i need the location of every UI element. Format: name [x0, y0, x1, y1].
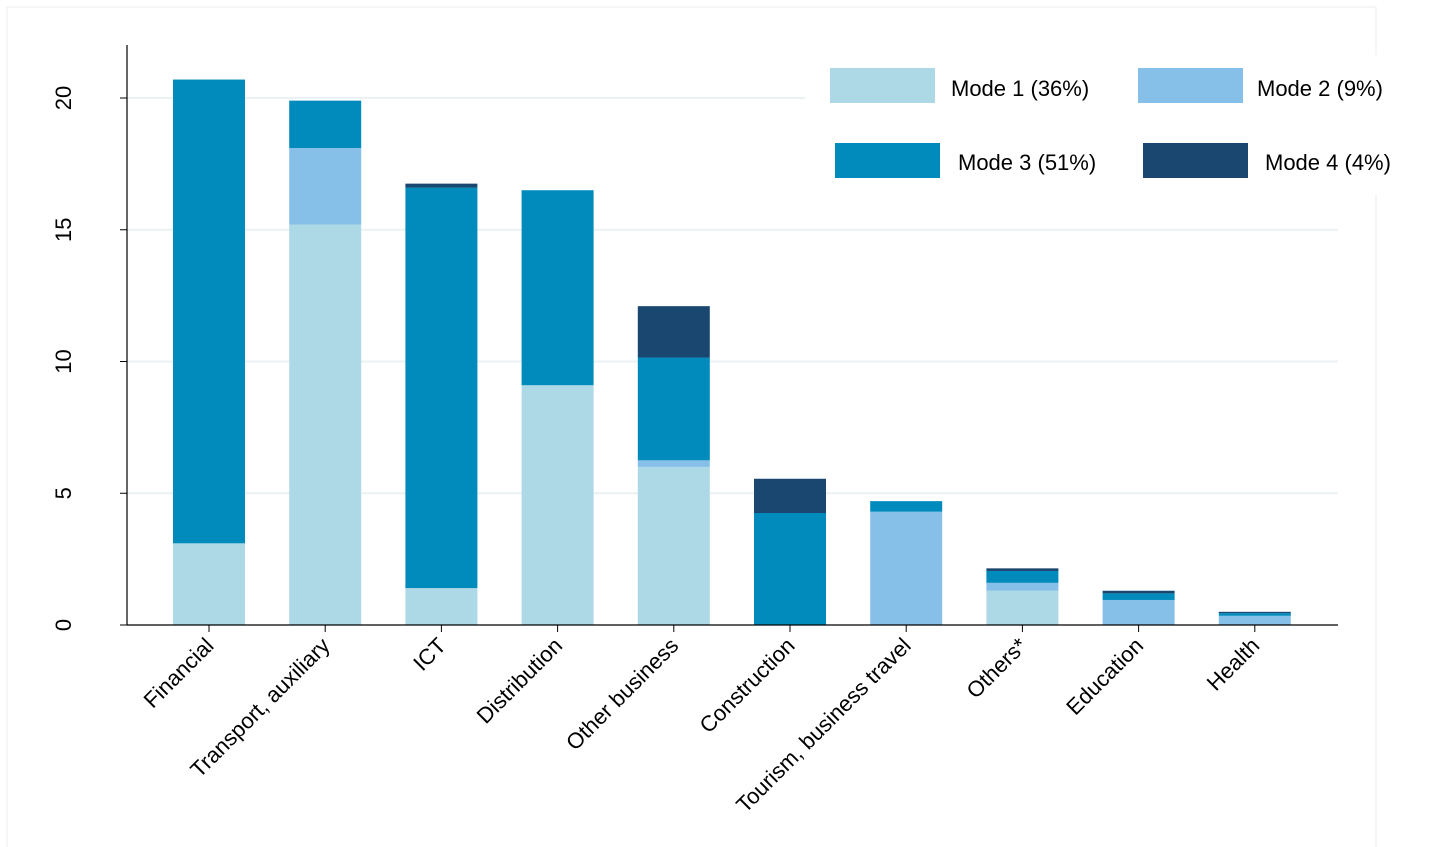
- legend: Mode 1 (36%) Mode 2 (9%) Mode 3 (51%) Mode …: [805, 55, 1430, 195]
- legend-label: Mode 2 (9%): [1257, 76, 1383, 101]
- bar-segment: [521, 190, 594, 386]
- bar-segment: [1218, 611, 1291, 614]
- y-tick-label: 20: [51, 86, 76, 110]
- x-tick-label: Other business: [561, 633, 683, 755]
- bar-segment: [1102, 593, 1175, 600]
- x-tick-label: Financial: [139, 633, 219, 713]
- bar-segment: [1102, 599, 1175, 625]
- legend-swatch: [835, 143, 940, 178]
- legend-swatch: [1143, 143, 1248, 178]
- bar-segment: [405, 187, 478, 589]
- y-tick-label: 5: [51, 487, 76, 499]
- bar-segment: [1102, 590, 1175, 594]
- bar-segment: [986, 582, 1059, 591]
- x-tick-label: ICT: [408, 633, 451, 676]
- bar-segment: [405, 183, 478, 188]
- bar-segment: [637, 466, 710, 625]
- legend-swatch: [1138, 68, 1243, 103]
- y-tick-label: 0: [51, 619, 76, 631]
- legend-label: Mode 3 (51%): [958, 150, 1096, 175]
- bar-segment: [289, 224, 362, 626]
- bar-segment: [754, 513, 826, 625]
- x-tick-label: Construction: [695, 633, 800, 738]
- x-tick-label: Distribution: [472, 633, 567, 728]
- bar-segment: [986, 590, 1059, 625]
- bar-segment: [1218, 613, 1291, 616]
- bar-segment: [289, 148, 362, 225]
- bar-segment: [289, 100, 362, 149]
- x-tick-label: Health: [1202, 633, 1265, 696]
- y-tick-label: 10: [51, 349, 76, 373]
- bar-segment: [405, 588, 478, 625]
- bar-segment: [173, 543, 245, 625]
- page-border: [6, 6, 1377, 847]
- bar-segment: [637, 306, 710, 358]
- x-tick-label: Education: [1061, 633, 1148, 720]
- bar-segment: [637, 357, 710, 461]
- bar-segment: [173, 79, 245, 544]
- legend-swatch: [830, 68, 935, 103]
- bar-segment: [637, 460, 710, 467]
- bar-segment: [986, 570, 1059, 583]
- bars: [173, 79, 1291, 626]
- bar-segment: [1218, 615, 1291, 625]
- bar-segment: [754, 478, 826, 514]
- y-tick-labels: 0 5 10 15 20: [51, 86, 76, 631]
- y-tick-label: 15: [51, 218, 76, 242]
- bar-segment: [521, 385, 594, 625]
- bar-segment: [986, 568, 1059, 571]
- bar-segment: [870, 501, 943, 512]
- legend-label: Mode 4 (4%): [1265, 150, 1391, 175]
- axes: [120, 45, 1338, 632]
- bar-segment: [870, 511, 943, 625]
- legend-label: Mode 1 (36%): [951, 76, 1089, 101]
- x-tick-label: Others*: [962, 633, 1033, 704]
